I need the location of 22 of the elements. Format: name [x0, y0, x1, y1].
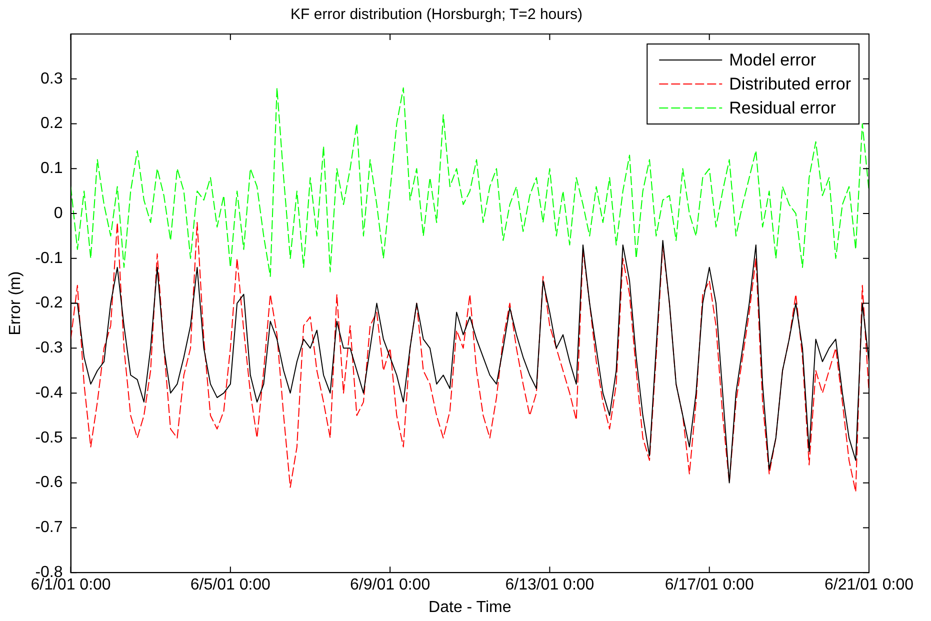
y-tick-label: 0.3 [40, 70, 63, 88]
legend-label: Model error [729, 50, 816, 70]
y-tick-label: -0.5 [35, 429, 63, 446]
y-tick-label: 0.1 [40, 160, 63, 178]
y-tick-label: -0.4 [35, 384, 63, 402]
x-tick-label: 6/9/01 0:00 [350, 576, 430, 594]
legend-label: Distributed error [729, 74, 852, 94]
y-tick-label: -0.7 [35, 519, 63, 536]
x-tick-label: 6/5/01 0:00 [190, 576, 271, 594]
y-tick-label: -0.1 [35, 250, 63, 267]
y-tick-label: 0 [54, 204, 63, 222]
y-tick-label: -0.2 [35, 294, 63, 312]
x-tick-label: 6/21/01 0:00 [824, 576, 914, 594]
x-tick-label: 6/13/01 0:00 [505, 576, 594, 594]
chart-title: KF error distribution (Horsburgh; T=2 hours) [290, 6, 582, 24]
y-tick-label: -0.6 [35, 474, 63, 492]
y-axis-title: Error (m) [7, 271, 24, 336]
x-axis-title: Date - Time [428, 598, 512, 616]
y-tick-label: -0.3 [35, 340, 63, 357]
y-tick-label: 0.2 [40, 115, 63, 132]
legend-label: Residual error [729, 98, 836, 118]
x-tick-label: 6/17/01 0:00 [664, 576, 754, 594]
